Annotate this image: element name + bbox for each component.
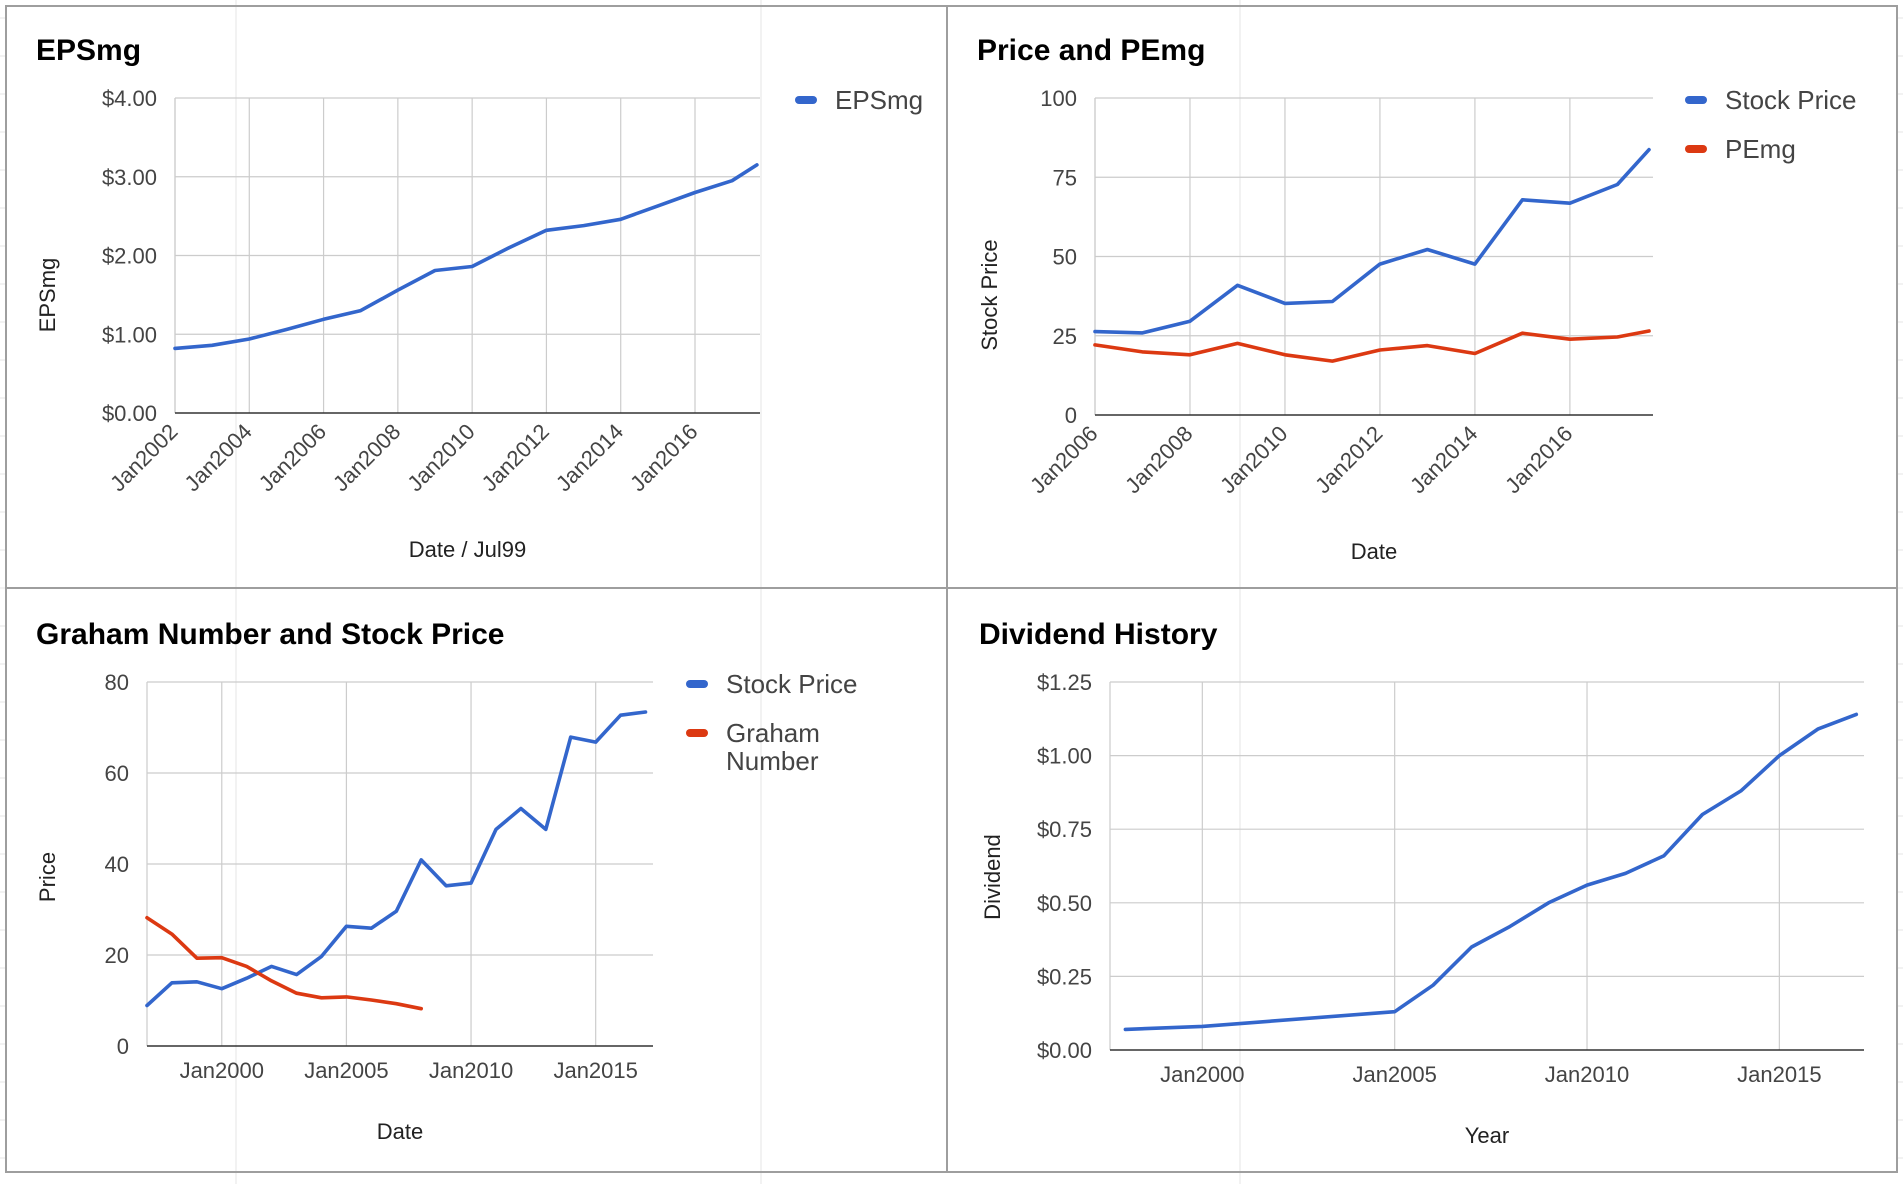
legend-label: Stock Price [1725, 85, 1857, 115]
legend-label: Graham [726, 718, 820, 748]
y-tick-label: 20 [105, 943, 129, 968]
x-tick-label: Jan2015 [553, 1058, 637, 1083]
chart-title: Price and PEmg [977, 34, 1205, 67]
x-tick-label: Jan2004 [179, 419, 256, 496]
series-line-graham-number [145, 915, 424, 1011]
y-tick-label: $0.00 [102, 401, 157, 426]
x-tick-label: Jan2005 [1352, 1062, 1436, 1087]
y-tick-label: $4.00 [102, 86, 157, 111]
x-tick-label: Jan2014 [1405, 421, 1482, 498]
chart-3: Graham Number and Stock Price 0 20 40 60 80 Ja… [5, 587, 948, 1173]
y-tick-label: 25 [1053, 324, 1077, 349]
legend-label: PEmg [1725, 134, 1796, 164]
x-tick-label: Jan2010 [1545, 1062, 1629, 1087]
x-tick-label: Jan2000 [180, 1058, 264, 1083]
x-tick-label: Jan2010 [429, 1058, 513, 1083]
chart-4: Dividend History $0.00 $0.25 $0.50 $0.75 $1.0… [946, 587, 1898, 1173]
chart-title: Dividend History [979, 618, 1218, 651]
series-line-stock-price [1093, 147, 1651, 335]
x-tick-label: Jan2006 [1025, 421, 1102, 498]
y-tick-label: 100 [1040, 86, 1077, 111]
y-tick-label: $3.00 [102, 165, 157, 190]
legend-label: EPSmg [835, 85, 923, 115]
x-axis-title: Year [1465, 1123, 1509, 1148]
chart-title: Graham Number and Stock Price [36, 618, 505, 651]
y-tick-label: $0.00 [1037, 1038, 1092, 1063]
legend-swatch [686, 680, 708, 688]
x-tick-label: Jan2005 [304, 1058, 388, 1083]
x-axis-title: Date [377, 1119, 423, 1144]
chart-panel-border [946, 587, 1898, 1173]
y-tick-label: $0.50 [1037, 891, 1092, 916]
series-line-dividend [1123, 712, 1859, 1032]
x-tick-label: Jan2008 [1120, 421, 1197, 498]
x-tick-label: Jan2008 [328, 419, 405, 496]
x-tick-label: Jan2016 [1500, 421, 1577, 498]
y-tick-label: 0 [1065, 403, 1077, 428]
chart-1: EPSmg$0.00$1.00$2.00$3.00$4.00Jan2002Jan… [5, 5, 948, 589]
y-tick-label: 50 [1053, 245, 1077, 270]
x-tick-label: Jan2015 [1737, 1062, 1821, 1087]
x-tick-label: Jan2002 [105, 419, 182, 496]
y-tick-label: 80 [105, 670, 129, 695]
series-line-epsmg [173, 163, 759, 351]
y-tick-label: $1.00 [102, 322, 157, 347]
legend-label: Number [726, 746, 819, 776]
y-axis-title: Dividend [980, 834, 1005, 920]
y-tick-label: $0.75 [1037, 817, 1092, 842]
chart-title: EPSmg [36, 34, 141, 67]
legend-swatch [1685, 96, 1707, 104]
legend-swatch [686, 729, 708, 737]
y-tick-label: $0.25 [1037, 964, 1092, 989]
x-tick-label: Jan2010 [402, 419, 479, 496]
legend-swatch [795, 96, 817, 104]
legend-label: Stock Price [726, 669, 858, 699]
x-tick-label: Jan2012 [1310, 421, 1387, 498]
x-axis-title: Date [1351, 539, 1397, 564]
y-axis-title: Stock Price [977, 239, 1002, 350]
y-tick-label: 40 [105, 852, 129, 877]
y-axis-title: EPSmg [35, 258, 60, 333]
y-tick-label: 75 [1053, 165, 1077, 190]
y-tick-label: $2.00 [102, 244, 157, 269]
legend-swatch [1685, 145, 1707, 153]
y-tick-label: $1.25 [1037, 670, 1092, 695]
x-tick-label: Jan2010 [1215, 421, 1292, 498]
x-tick-label: Jan2000 [1160, 1062, 1244, 1087]
x-tick-label: Jan2012 [477, 419, 554, 496]
series-line-stock-price [145, 710, 648, 1008]
x-tick-label: Jan2014 [551, 419, 628, 496]
x-tick-label: Jan2006 [254, 419, 331, 496]
x-axis-title: Date / Jul99 [409, 537, 526, 562]
y-axis-title: Price [35, 852, 60, 902]
y-tick-label: $1.00 [1037, 744, 1092, 769]
y-tick-label: 0 [117, 1034, 129, 1059]
x-tick-label: Jan2016 [625, 419, 702, 496]
series-line-pemg [1093, 329, 1651, 363]
y-tick-label: 60 [105, 761, 129, 786]
